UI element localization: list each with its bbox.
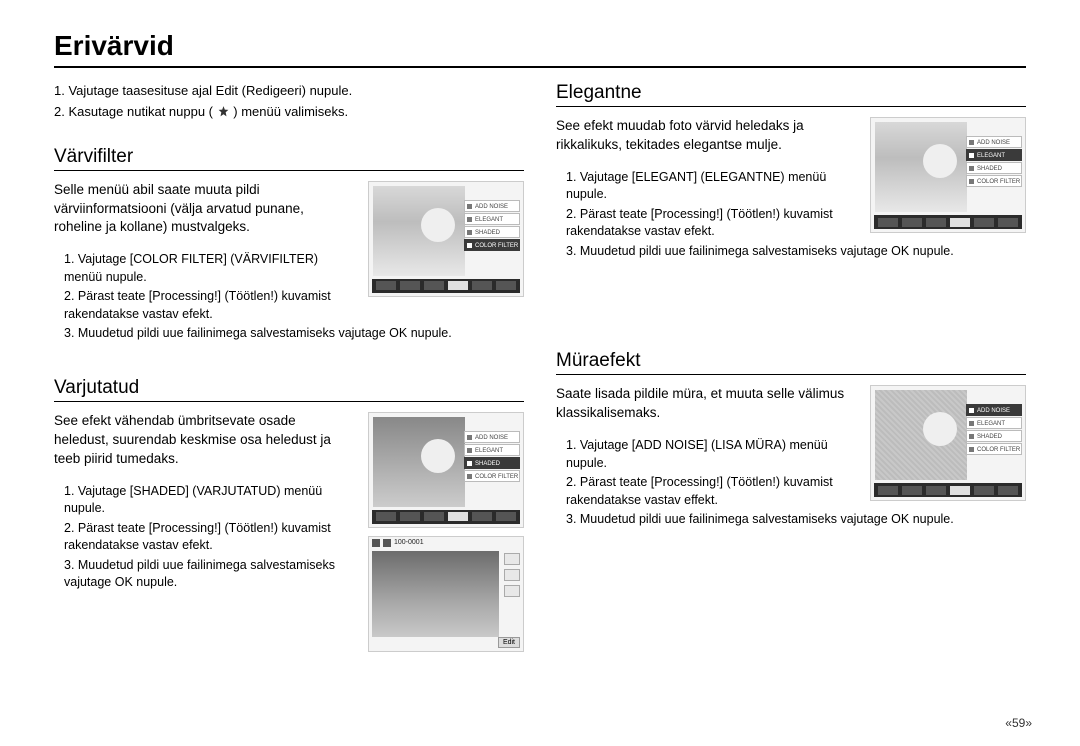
toolbar-icon[interactable] [448,512,468,521]
right-column: Elegantne See efekt muudab foto värvid h… [556,82,1026,626]
file-counter: 100-0001 [394,539,424,546]
intro-line-1: 1. Vajutage taasesituse ajal Edit (Redig… [54,82,524,101]
step: 3. Muudetud pildi uue failinimega salves… [566,243,1026,261]
camera-screenshot: ADD NOISE ELEGANT SHADED COLOR FILTER [870,117,1026,233]
page-title: Erivärvid [54,30,1026,68]
preview-varvifilter: ADD NOISE ELEGANT SHADED COLOR FILTER [368,181,524,297]
result-screenshot: 100-0001 Edit [368,536,524,652]
intro-line-2-pre: 2. Kasutage nutikat nuppu ( [54,104,213,119]
effect-menu: ADD NOISE ELEGANT SHADED COLOR FILTER [966,136,1022,187]
toolbar-icon[interactable] [878,486,898,495]
intro-line-2: 2. Kasutage nutikat nuppu ( ) menüü vali… [54,103,524,122]
toolbar-icon[interactable] [998,218,1018,227]
toolbar-icon[interactable] [424,512,444,521]
content-columns: 1. Vajutage taasesituse ajal Edit (Redig… [54,82,1026,626]
preview-elegantne: ADD NOISE ELEGANT SHADED COLOR FILTER [870,117,1026,233]
bottom-toolbar [372,510,520,524]
menu-item-add-noise[interactable]: ADD NOISE [464,431,520,443]
folder-icon [383,539,391,547]
toolbar-icon[interactable] [974,486,994,495]
heading-varvifilter: Värvifilter [54,146,524,171]
result-side-icons [504,553,520,597]
menu-item-add-noise[interactable]: ADD NOISE [464,200,520,212]
menu-item-add-noise[interactable]: ADD NOISE [966,404,1022,416]
effect-menu: ADD NOISE ELEGANT SHADED COLOR FILTER [464,431,520,482]
toolbar-icon[interactable] [472,512,492,521]
menu-item-shaded[interactable]: SHADED [464,457,520,469]
menu-item-shaded[interactable]: SHADED [464,226,520,238]
toolbar-icon[interactable] [902,486,922,495]
menu-item-color-filter[interactable]: COLOR FILTER [464,470,520,482]
toolbar-icon[interactable] [496,512,516,521]
bottom-toolbar [874,483,1022,497]
preview-photo [373,417,465,507]
preview-muraefekt: ADD NOISE ELEGANT SHADED COLOR FILTER [870,385,1026,501]
section-varvifilter: Värvifilter Selle menüü abil saate muuta… [54,146,524,343]
toolbar-icon[interactable] [926,486,946,495]
toolbar-icon[interactable] [472,281,492,290]
toolbar-icon[interactable] [974,218,994,227]
edit-button[interactable]: Edit [498,637,520,648]
step: 3. Muudetud pildi uue failinimega salves… [566,511,1026,529]
step: 3. Muudetud pildi uue failinimega salves… [64,325,524,343]
effect-menu: ADD NOISE ELEGANT SHADED COLOR FILTER [966,404,1022,455]
menu-item-shaded[interactable]: SHADED [966,430,1022,442]
preview-photo [875,122,967,212]
result-photo [372,551,499,637]
menu-item-elegant[interactable]: ELEGANT [464,213,520,225]
toolbar-icon[interactable] [400,512,420,521]
effect-menu: ADD NOISE ELEGANT SHADED COLOR FILTER [464,200,520,251]
section-varjutatud: Varjutatud See efekt vähendab ümbritseva… [54,377,524,592]
menu-item-shaded[interactable]: SHADED [966,162,1022,174]
preview-varjutatud: ADD NOISE ELEGANT SHADED COLOR FILTER [368,412,524,652]
toolbar-icon[interactable] [950,486,970,495]
toolbar-icon[interactable] [950,218,970,227]
toolbar-icon[interactable] [878,218,898,227]
camera-screenshot: ADD NOISE ELEGANT SHADED COLOR FILTER [368,412,524,528]
menu-item-elegant[interactable]: ELEGANT [464,444,520,456]
bottom-toolbar [874,215,1022,229]
camera-screenshot: ADD NOISE ELEGANT SHADED COLOR FILTER [368,181,524,297]
toolbar-icon[interactable] [400,281,420,290]
side-icon[interactable] [504,585,520,597]
menu-item-color-filter[interactable]: COLOR FILTER [464,239,520,251]
toolbar-icon[interactable] [376,512,396,521]
heading-elegantne: Elegantne [556,82,1026,107]
heading-muraefekt: Müraefekt [556,350,1026,375]
toolbar-icon[interactable] [424,281,444,290]
toolbar-icon[interactable] [376,281,396,290]
side-icon[interactable] [504,569,520,581]
play-icon [372,539,380,547]
intro-line-2-post: ) menüü valimiseks. [233,104,348,119]
preview-photo [373,186,465,276]
menu-item-add-noise[interactable]: ADD NOISE [966,136,1022,148]
section-elegantne: Elegantne See efekt muudab foto värvid h… [556,82,1026,260]
side-icon[interactable] [504,553,520,565]
star-icon [217,105,230,118]
bottom-toolbar [372,279,520,293]
toolbar-icon[interactable] [926,218,946,227]
toolbar-icon[interactable] [902,218,922,227]
menu-item-color-filter[interactable]: COLOR FILTER [966,443,1022,455]
result-top-bar: 100-0001 [372,539,424,547]
toolbar-icon[interactable] [998,486,1018,495]
heading-varjutatud: Varjutatud [54,377,524,402]
section-muraefekt: Müraefekt Saate lisada pildile müra, et … [556,350,1026,528]
menu-item-color-filter[interactable]: COLOR FILTER [966,175,1022,187]
preview-photo [875,390,967,480]
intro-block: 1. Vajutage taasesituse ajal Edit (Redig… [54,82,524,122]
left-column: 1. Vajutage taasesituse ajal Edit (Redig… [54,82,524,626]
toolbar-icon[interactable] [496,281,516,290]
toolbar-icon[interactable] [448,281,468,290]
menu-item-elegant[interactable]: ELEGANT [966,149,1022,161]
page-number: «59» [1005,716,1032,730]
camera-screenshot: ADD NOISE ELEGANT SHADED COLOR FILTER [870,385,1026,501]
menu-item-elegant[interactable]: ELEGANT [966,417,1022,429]
